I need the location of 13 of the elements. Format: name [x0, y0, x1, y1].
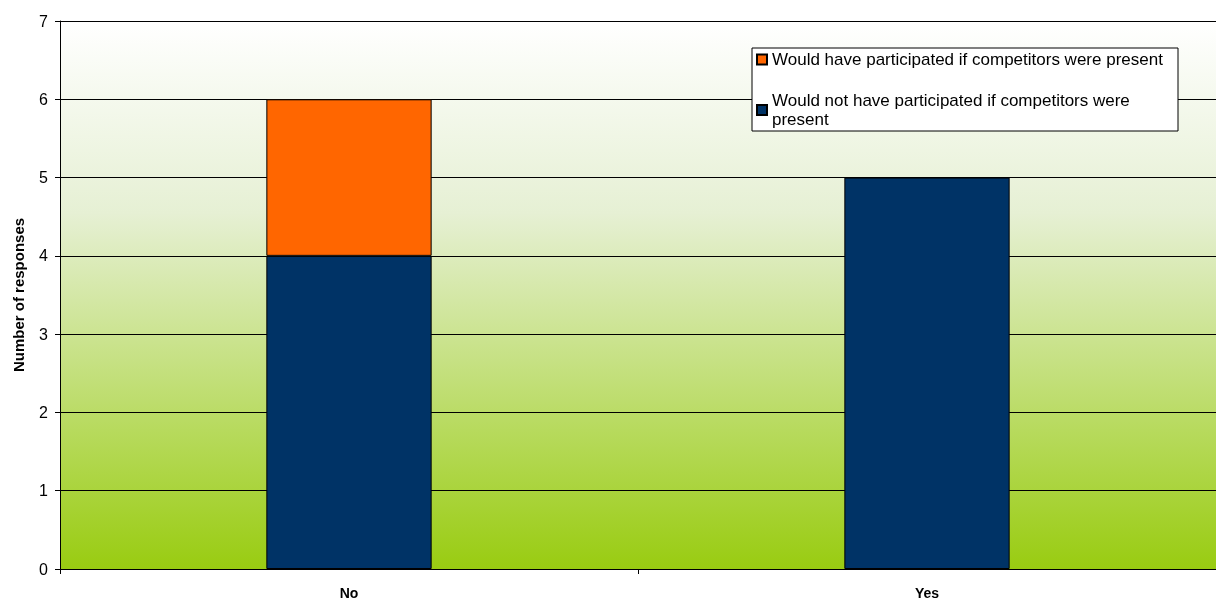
y-tick-label: 4 [39, 247, 49, 265]
y-tick-label: 1 [39, 482, 49, 500]
y-axis-title: Number of responses [10, 217, 27, 373]
y-tick-label: 7 [39, 12, 49, 30]
legend-label: Would not have participated if competitors were present [772, 91, 1135, 129]
legend-label: Would have participated if competitors were present [772, 50, 1164, 69]
y-tick-label: 0 [39, 560, 49, 578]
y-tick-label: 5 [39, 169, 49, 187]
y-tick-label: 2 [39, 403, 49, 421]
y-tick-label: 3 [39, 325, 49, 343]
x-tick-label: No [339, 585, 359, 600]
y-tick-label: 6 [39, 90, 49, 108]
x-tick-label: Yes [914, 585, 940, 600]
